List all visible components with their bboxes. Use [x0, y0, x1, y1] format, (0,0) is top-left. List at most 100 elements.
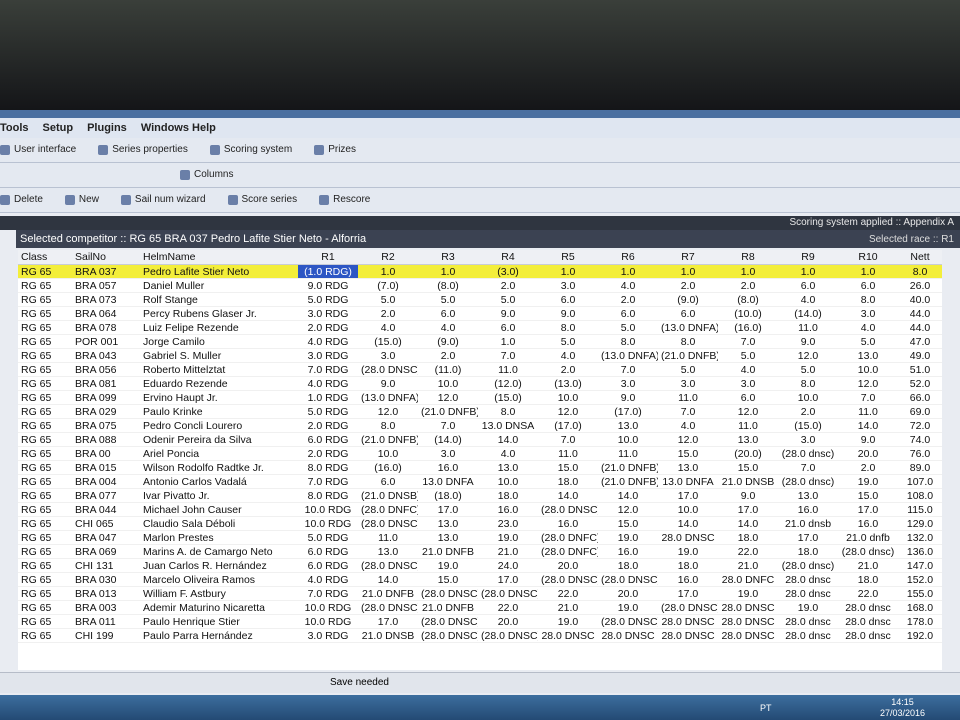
cell: Pedro Lafite Stier Neto [140, 264, 298, 279]
cell: RG 65 [18, 488, 72, 503]
toolbar-button[interactable]: Scoring system [209, 138, 292, 162]
toolbar-button[interactable]: Series properties [98, 138, 188, 162]
competitor-row[interactable]: RG 65 BRA 047 Marlon Prestes 5.0 RDG 11.0 13.… [18, 530, 942, 545]
column-header[interactable]: Class [18, 250, 72, 265]
cell: 28.0 DNSC [718, 628, 778, 643]
cell: 6.0 [598, 306, 658, 321]
application-window: Tools Setup Plugins Windows Help User inter… [0, 110, 960, 695]
cell: 6.0 [718, 390, 778, 405]
cell: 4.0 [718, 362, 778, 377]
cell: RG 65 [18, 320, 72, 335]
cell: 6.0 RDG [298, 432, 358, 447]
column-header[interactable]: R6 [598, 250, 658, 265]
competitor-row[interactable]: RG 65 BRA 075 Pedro Concli Lourero 2.0 RDG 8… [18, 418, 942, 433]
cell: 15.0 [418, 572, 478, 587]
menu-item[interactable]: Setup [42, 122, 74, 134]
cell: 17.0 [718, 502, 778, 517]
cell: 13.0 DNSA [478, 418, 538, 433]
competitor-row[interactable]: RG 65 BRA 077 Ivar Pivatto Jr. 8.0 RDG (21.0… [18, 488, 942, 503]
cell: 13.0 [838, 348, 898, 363]
cell: 2.0 [478, 278, 538, 293]
cell: (28.0 DNSC) [358, 600, 418, 615]
toolbar-button[interactable]: Rescore [319, 188, 370, 212]
cell: 17.0 [418, 502, 478, 517]
column-header[interactable]: R3 [418, 250, 478, 265]
competitor-row[interactable]: RG 65 BRA 030 Marcelo Oliveira Ramos 4.0 RD… [18, 572, 942, 587]
cell: 13.0 DNFA [658, 474, 718, 489]
competitor-row[interactable]: RG 65 BRA 081 Eduardo Rezende 4.0 RDG 9.0 10.… [18, 376, 942, 391]
menu-item[interactable]: Windows Help [140, 122, 216, 134]
cell: 192.0 [898, 628, 942, 643]
column-header[interactable]: R7 [658, 250, 718, 265]
column-header[interactable]: R5 [538, 250, 598, 265]
toolbar-button[interactable]: Sail num wizard [120, 188, 206, 212]
cell: BRA 037 [72, 264, 140, 279]
column-header[interactable]: R8 [718, 250, 778, 265]
menu-item[interactable]: Plugins [87, 122, 127, 134]
competitor-row[interactable]: RG 65 BRA 064 Percy Rubens Glaser Jr. 3.0 R… [18, 306, 942, 321]
toolbar-button[interactable]: Columns [180, 163, 233, 187]
competitor-row[interactable]: RG 65 BRA 00 Ariel Poncia 2.0 RDG 10.0 3.0 4.0… [18, 446, 942, 461]
competitor-row[interactable]: RG 65 BRA 056 Roberto Mittelztat 7.0 RDG (28… [18, 362, 942, 377]
competitor-row[interactable]: RG 65 BRA 013 William F. Astbury 7.0 RDG 21.… [18, 586, 942, 601]
cell: 3.0 [658, 376, 718, 391]
toolbar-button[interactable]: Delete [0, 188, 43, 212]
competitor-row[interactable]: RG 65 CHI 065 Claudio Sala Déboli 10.0 RDG(… [18, 516, 942, 531]
cell: BRA 056 [72, 362, 140, 377]
cell: 20.0 [538, 558, 598, 573]
cell: RG 65 [18, 446, 72, 461]
column-header[interactable]: R9 [778, 250, 838, 265]
cell: 6.0 [358, 474, 418, 489]
competitor-row[interactable]: RG 65 BRA 004 Antonio Carlos Vadalá 7.0 RDG… [18, 474, 942, 489]
cell: 10.0 RDG [298, 502, 358, 517]
cell: RG 65 [18, 348, 72, 363]
cell: 18.0 [658, 558, 718, 573]
cell: RG 65 [18, 292, 72, 307]
cell: 18.0 [538, 474, 598, 489]
competitor-row[interactable]: RG 65 CHI 199 Paulo Parra Hernández 3.0 RDG… [18, 628, 942, 643]
cell: RG 65 [18, 530, 72, 545]
competitor-row[interactable]: RG 65 BRA 043 Gabriel S. Muller 3.0 RDG 3.0 2… [18, 348, 942, 363]
cell: 4.0 [418, 320, 478, 335]
competitor-row[interactable]: RG 65 CHI 131 Juan Carlos R. Hernández 6.0 … [18, 558, 942, 573]
column-header[interactable]: R1 [298, 250, 358, 265]
competitor-row[interactable]: RG 65 BRA 044 Michael John Causer 10.0 RDG(… [18, 502, 942, 517]
results-grid: Class SailNo HelmName R1 R2 R3 R4 R5 R6 R7 R8 R9 R10… [18, 250, 942, 670]
competitor-row[interactable]: RG 65 BRA 078 Luiz Felipe Rezende 2.0 RDG 4.… [18, 320, 942, 335]
column-header[interactable]: SailNo [72, 250, 140, 265]
cell: BRA 081 [72, 376, 140, 391]
cell: 74.0 [898, 432, 942, 447]
competitor-row[interactable]: RG 65 POR 001 Jorge Camilo 4.0 RDG (15.0) (9.… [18, 334, 942, 349]
competitor-row[interactable]: RG 65 BRA 073 Rolf Stange 5.0 RDG 5.0 5.0 5.0 6… [18, 292, 942, 307]
competitor-row[interactable]: RG 65 BRA 003 Ademir Maturino Nicaretta 10.… [18, 600, 942, 615]
cell: 21.0 [838, 558, 898, 573]
column-header[interactable]: R10 [838, 250, 898, 265]
cell: Paulo Parra Hernández [140, 628, 298, 643]
competitor-row[interactable]: RG 65 BRA 099 Ervino Haupt Jr. 1.0 RDG (13.0… [18, 390, 942, 405]
competitor-row[interactable]: RG 65 BRA 088 Odenir Pereira da Silva 6.0 R… [18, 432, 942, 447]
competitor-row[interactable]: RG 65 BRA 015 Wilson Rodolfo Radtke Jr. 8.0… [18, 460, 942, 475]
column-header[interactable]: HelmName [140, 250, 298, 265]
toolbar-button[interactable]: Score series [227, 188, 297, 212]
competitor-row[interactable]: RG 65 BRA 069 Marins A. de Camargo Neto 6.0… [18, 544, 942, 559]
competitor-row[interactable]: RG 65 BRA 057 Daniel Muller 9.0 RDG (7.0) (8.… [18, 278, 942, 293]
cell: 9.0 [778, 334, 838, 349]
cell: RG 65 [18, 306, 72, 321]
cell: 4.0 [358, 320, 418, 335]
competitor-row[interactable]: RG 65 BRA 029 Paulo Krinke 5.0 RDG 12.0 (21.0… [18, 404, 942, 419]
toolbar-button[interactable]: Prizes [314, 138, 356, 162]
cell: RG 65 [18, 558, 72, 573]
toolbar-button[interactable]: New [64, 188, 99, 212]
cell: 2.0 [358, 306, 418, 321]
column-header[interactable]: R2 [358, 250, 418, 265]
column-header[interactable]: R4 [478, 250, 538, 265]
cell: 5.0 [478, 292, 538, 307]
menu-item[interactable]: Tools [0, 122, 29, 134]
toolbar-button[interactable]: User interface [0, 138, 76, 162]
cell: 16.0 [418, 460, 478, 475]
competitor-row[interactable]: RG 65 BRA 037 Pedro Lafite Stier Neto (1.0 … [18, 264, 942, 279]
competitor-row[interactable]: RG 65 BRA 011 Paulo Henrique Stier 10.0 RDG… [18, 614, 942, 629]
cell: 10.0 [778, 390, 838, 405]
column-header[interactable]: Nett [898, 250, 942, 265]
